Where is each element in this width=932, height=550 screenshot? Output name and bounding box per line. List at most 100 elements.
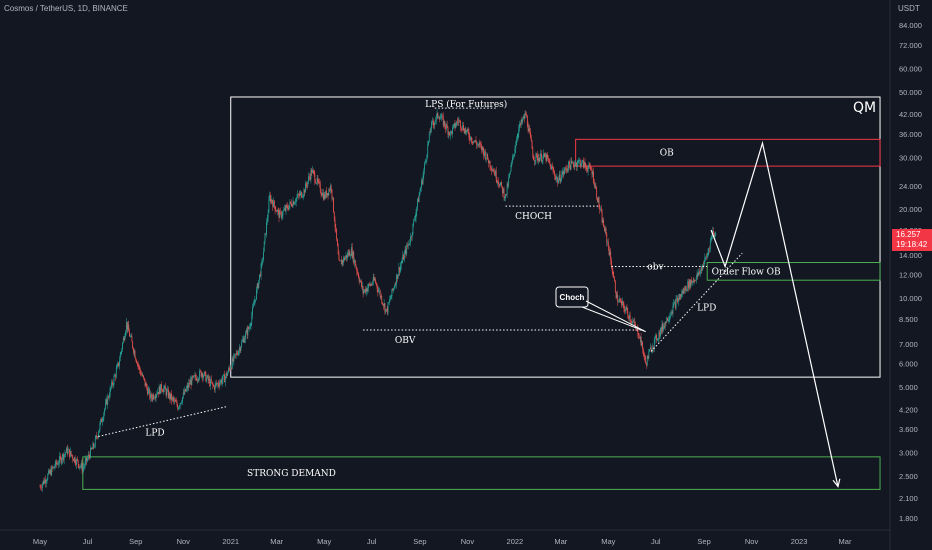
candle-body [360, 280, 362, 282]
candle-body [462, 124, 464, 130]
candle-body [515, 145, 517, 150]
candle-body [665, 321, 667, 323]
candle-body [608, 247, 610, 255]
candle-body [465, 129, 467, 133]
candle-body [336, 239, 338, 246]
candle-body [362, 286, 364, 294]
candle-body [455, 125, 457, 128]
candle-body [331, 189, 333, 198]
candle-body [618, 301, 619, 303]
candle-body [248, 327, 250, 329]
candle-body [480, 144, 482, 145]
candle-body [505, 194, 507, 195]
y-tick-label: 7.000 [899, 340, 918, 349]
x-tick-label: Sep [697, 537, 710, 546]
candle-body [578, 160, 580, 161]
candle-body [443, 120, 445, 126]
candle-body [551, 165, 553, 168]
candle-body [264, 233, 266, 242]
candle-body [532, 148, 534, 157]
candle-body [604, 227, 605, 232]
candle-body [394, 284, 396, 288]
candle-body [407, 243, 409, 247]
candle-body [235, 352, 237, 355]
candle-body [167, 389, 169, 391]
candle-body [337, 245, 339, 255]
candle-body [242, 340, 243, 342]
candle-body [647, 356, 649, 359]
candle-body [548, 159, 550, 163]
candle-body [624, 308, 626, 312]
candle-body [266, 221, 267, 235]
candle-body [224, 377, 226, 383]
candle-body [474, 140, 475, 142]
candle-body [631, 321, 633, 323]
y-tick-label: 4.200 [899, 405, 918, 414]
candle-body [76, 459, 78, 461]
candle-body [379, 291, 380, 292]
candle-body [257, 283, 259, 288]
candle-body [210, 379, 211, 386]
candle-body [104, 408, 106, 413]
candle-body [424, 161, 426, 164]
candle-body [527, 126, 529, 132]
candle-body [82, 468, 84, 471]
candle-body [410, 236, 411, 243]
candle-body [438, 117, 440, 118]
candle-body [390, 296, 392, 299]
candle-body [351, 247, 352, 256]
candle-body [510, 165, 512, 172]
candle-body [294, 202, 296, 203]
candle-body [492, 169, 494, 172]
candle-body [255, 299, 257, 301]
candle-body [442, 116, 444, 126]
candle-body [586, 166, 587, 170]
candle-body [666, 317, 668, 323]
candle-body [618, 299, 620, 302]
candle-body [555, 178, 557, 180]
candle-body [144, 379, 146, 386]
candle-body [680, 294, 682, 297]
candle-body [136, 360, 137, 364]
time-axis[interactable]: May Jul Sep Nov 2021 Mar May Jul Sep Nov 2022 Mar Ma… [33, 537, 852, 546]
candle-body [706, 254, 708, 258]
x-tick-label: Jul [367, 537, 377, 546]
x-tick-label: Mar [554, 537, 567, 546]
candle-body [685, 286, 687, 291]
candle-body [119, 360, 120, 366]
candle-body [341, 260, 343, 265]
candle-body [428, 140, 429, 145]
candle-body [250, 323, 252, 327]
candle-body [499, 183, 501, 187]
candle-body [308, 176, 310, 178]
candle-body [338, 254, 340, 261]
last-price-value: 16.257 [896, 230, 921, 239]
candle-body [48, 470, 50, 474]
candle-body [220, 379, 222, 383]
candle-body [87, 458, 88, 461]
symbol-header[interactable]: Cosmos / TetherUS, 1D, BINANCE [4, 4, 128, 13]
candle-body [203, 372, 205, 376]
candle-body [649, 347, 651, 350]
strong-demand-zone [82, 456, 881, 490]
candle-body [584, 161, 586, 166]
candle-body [544, 153, 545, 157]
candle-body [212, 382, 214, 386]
candle-body [661, 324, 663, 332]
candle-body [361, 280, 362, 287]
candle-body [171, 397, 173, 401]
candle-body [276, 210, 278, 212]
candle-body [120, 351, 122, 355]
candle-body [538, 157, 540, 162]
candle-body [638, 335, 640, 338]
candle-body [476, 142, 478, 146]
candle-body [606, 233, 608, 243]
candle-body [343, 257, 345, 263]
candle-body [187, 385, 189, 388]
candle-body [438, 117, 440, 120]
candle-body [163, 388, 165, 392]
candle-body [175, 401, 177, 403]
candle-body [340, 260, 342, 265]
